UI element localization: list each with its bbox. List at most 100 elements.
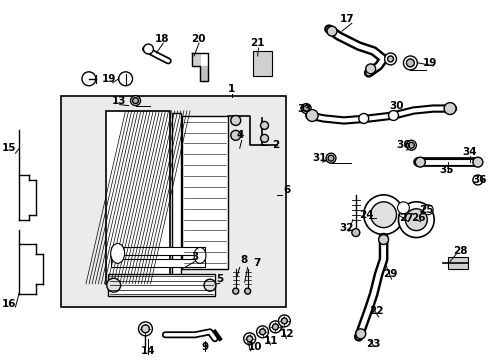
Text: 24: 24	[359, 210, 373, 220]
Circle shape	[256, 326, 268, 338]
Text: 20: 20	[190, 34, 205, 44]
Circle shape	[423, 205, 432, 215]
Circle shape	[351, 229, 359, 237]
Polygon shape	[192, 53, 200, 66]
Text: 4: 4	[236, 130, 243, 140]
Text: 19: 19	[422, 58, 437, 68]
Circle shape	[387, 56, 393, 62]
Text: 29: 29	[383, 269, 397, 279]
Text: 36: 36	[395, 140, 410, 150]
Circle shape	[363, 195, 403, 235]
Bar	[107, 274, 214, 296]
Circle shape	[443, 103, 455, 114]
Circle shape	[406, 59, 413, 67]
Text: 2: 2	[271, 140, 279, 150]
Circle shape	[269, 321, 281, 333]
Circle shape	[403, 56, 416, 70]
Circle shape	[130, 96, 140, 105]
Circle shape	[365, 64, 375, 74]
Circle shape	[384, 53, 396, 65]
Circle shape	[358, 113, 368, 123]
Text: 5: 5	[216, 274, 223, 284]
Text: 22: 22	[368, 306, 383, 316]
Circle shape	[132, 98, 138, 104]
Circle shape	[141, 325, 149, 333]
Circle shape	[260, 121, 268, 129]
Bar	[182, 116, 227, 269]
Bar	[172, 113, 181, 278]
Circle shape	[278, 315, 290, 327]
Circle shape	[260, 134, 268, 142]
Text: 26: 26	[410, 213, 425, 223]
Text: 30: 30	[388, 100, 403, 111]
Circle shape	[82, 72, 96, 86]
Text: 13: 13	[111, 96, 125, 105]
Circle shape	[106, 278, 121, 292]
Circle shape	[203, 279, 216, 291]
Circle shape	[244, 288, 250, 294]
Circle shape	[325, 153, 335, 163]
Circle shape	[230, 116, 240, 125]
Circle shape	[232, 288, 238, 294]
Circle shape	[405, 209, 427, 231]
Circle shape	[326, 26, 336, 36]
Text: 35: 35	[438, 165, 452, 175]
Text: 23: 23	[366, 339, 380, 349]
Circle shape	[397, 202, 408, 214]
Bar	[252, 51, 272, 76]
Text: 12: 12	[280, 329, 294, 339]
Text: 8: 8	[240, 255, 247, 265]
Circle shape	[407, 142, 413, 148]
Text: 31: 31	[311, 153, 325, 163]
Ellipse shape	[194, 247, 205, 264]
Circle shape	[406, 140, 415, 150]
Text: 34: 34	[462, 147, 476, 157]
Text: 36: 36	[471, 175, 486, 185]
Text: 25: 25	[418, 205, 433, 215]
Circle shape	[305, 109, 318, 121]
Text: 3: 3	[191, 252, 198, 262]
Bar	[110, 247, 204, 255]
Circle shape	[230, 130, 240, 140]
Circle shape	[119, 72, 132, 86]
Bar	[447, 257, 467, 269]
Text: 11: 11	[264, 336, 278, 346]
Text: 10: 10	[247, 342, 261, 352]
Circle shape	[355, 329, 365, 339]
Circle shape	[303, 105, 308, 112]
Circle shape	[472, 157, 482, 167]
Bar	[61, 96, 286, 307]
Text: 18: 18	[155, 34, 169, 44]
Ellipse shape	[110, 243, 124, 264]
Circle shape	[246, 336, 252, 342]
Bar	[110, 260, 204, 267]
Text: 33: 33	[296, 104, 311, 113]
Text: 7: 7	[252, 258, 260, 268]
Text: 9: 9	[201, 342, 208, 352]
Text: 6: 6	[283, 185, 290, 195]
Circle shape	[370, 202, 396, 228]
Text: 16: 16	[2, 299, 17, 309]
Circle shape	[327, 155, 333, 161]
Circle shape	[259, 329, 265, 335]
Text: 27: 27	[398, 213, 413, 223]
Text: 14: 14	[141, 346, 155, 356]
Polygon shape	[200, 66, 207, 81]
Circle shape	[138, 322, 152, 336]
Text: 15: 15	[2, 143, 17, 153]
Bar	[105, 111, 170, 284]
Text: 28: 28	[452, 247, 467, 256]
Text: 21: 21	[250, 38, 264, 48]
Text: 1: 1	[228, 84, 235, 94]
Circle shape	[472, 175, 482, 185]
Circle shape	[301, 104, 310, 113]
Circle shape	[414, 157, 425, 167]
Circle shape	[378, 235, 388, 244]
Circle shape	[281, 318, 287, 324]
Text: 17: 17	[339, 14, 353, 24]
Text: 32: 32	[339, 222, 353, 233]
Circle shape	[243, 333, 255, 345]
Text: 19: 19	[102, 74, 116, 84]
Circle shape	[398, 202, 433, 238]
Circle shape	[272, 324, 278, 330]
